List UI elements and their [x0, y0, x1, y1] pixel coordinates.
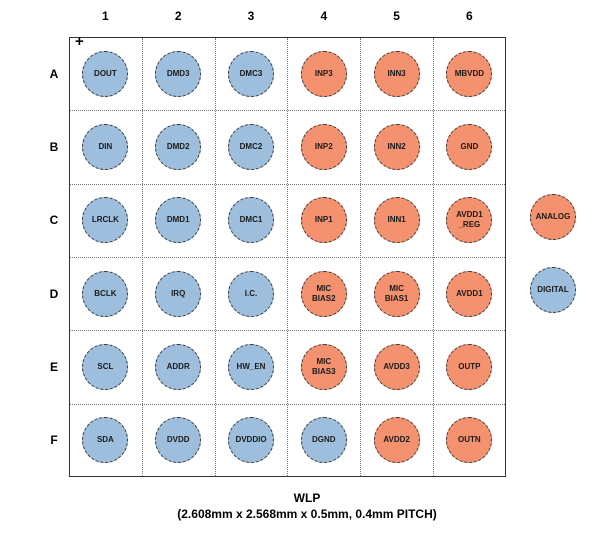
- ball-d2: IRQ: [155, 270, 202, 317]
- ball-e1: SCL: [82, 343, 129, 390]
- column-label: 5: [393, 9, 400, 23]
- column-label: 1: [102, 9, 109, 23]
- grid-line-horizontal: [70, 330, 505, 332]
- grid-line-vertical: [360, 38, 362, 476]
- ball-c6: AVDD1 _REG: [446, 197, 493, 244]
- ball-f4: DGND: [300, 417, 347, 464]
- pin1-marker: +: [75, 33, 84, 50]
- grid-line-vertical: [433, 38, 434, 476]
- ball-d3: I.C.: [228, 270, 274, 317]
- grid-line-horizontal: [70, 256, 505, 258]
- ball-b2: DMD2: [155, 123, 202, 170]
- column-label: 2: [174, 9, 182, 23]
- ball-e4: MIC BIAS3: [300, 343, 347, 390]
- row-label: E: [49, 359, 58, 374]
- ball-e3: HW_EN: [228, 343, 274, 390]
- row-label: A: [49, 66, 59, 81]
- ball-b1: DIN: [82, 123, 129, 170]
- ball-a6: MBVDD: [446, 50, 493, 97]
- row-label: F: [50, 433, 58, 448]
- ball-c2: DMD1: [155, 197, 202, 244]
- ball-c4: INP1: [300, 197, 347, 244]
- ball-f6: OUTN: [446, 417, 493, 464]
- ball-f5: AVDD2: [373, 417, 420, 464]
- ball-b6: GND: [446, 123, 493, 170]
- ball-d1: BCLK: [82, 270, 129, 317]
- ball-d5: MIC BIAS1: [373, 270, 420, 317]
- row-label: C: [49, 213, 59, 228]
- ball-e5: AVDD3: [373, 343, 420, 390]
- column-label: 4: [320, 9, 328, 23]
- legend-analog: ANALOG: [530, 194, 576, 240]
- ball-a3: DMC3: [228, 50, 274, 97]
- grid-line-horizontal: [70, 403, 505, 405]
- ball-c1: LRCLK: [82, 197, 129, 244]
- ball-d6: AVDD1: [446, 270, 493, 317]
- ball-a5: INN3: [373, 50, 420, 97]
- ball-b4: INP2: [300, 123, 347, 170]
- row-label: B: [49, 139, 59, 154]
- ball-b3: DMC2: [228, 123, 274, 170]
- column-label: 6: [466, 9, 473, 23]
- row-label: D: [49, 286, 59, 301]
- ball-e2: ADDR: [155, 343, 202, 390]
- ball-c5: INN1: [373, 197, 420, 244]
- ball-e6: OUTP: [446, 343, 493, 390]
- ball-d4: MIC BIAS2: [300, 270, 347, 317]
- legend-digital: DIGITAL: [530, 267, 576, 313]
- ball-a2: DMD3: [155, 50, 202, 97]
- ball-f3: DVDDIO: [228, 417, 274, 464]
- ball-a1: DOUT: [82, 50, 129, 97]
- ball-b5: INN2: [373, 123, 420, 170]
- ball-f2: DVDD: [155, 417, 202, 464]
- package-title: WLP: [293, 491, 321, 505]
- ball-grid: [69, 37, 506, 477]
- ball-f1: SDA: [82, 417, 129, 464]
- ball-c3: DMC1: [228, 197, 274, 244]
- ball-a4: INP3: [300, 50, 347, 97]
- column-label: 3: [247, 9, 255, 23]
- package-subtitle: (2.608mm x 2.568mm x 0.5mm, 0.4mm PITCH): [177, 507, 437, 521]
